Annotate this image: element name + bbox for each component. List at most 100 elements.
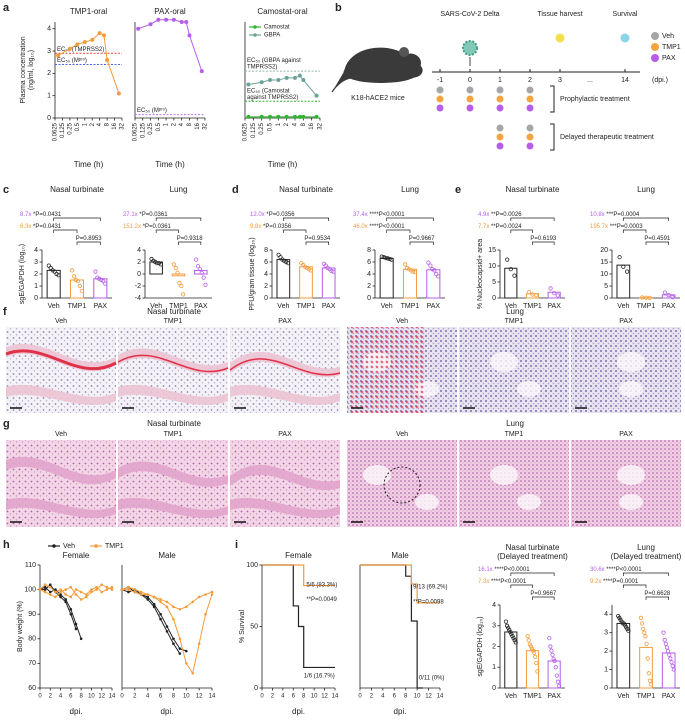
data-point bbox=[148, 22, 153, 27]
p-value: P=0.9667 bbox=[530, 591, 557, 597]
image-label: Veh bbox=[396, 318, 408, 325]
x-tick-label: Veh bbox=[617, 303, 629, 310]
chart-title: Nasal turbinate bbox=[279, 185, 333, 194]
x-tick-label: 4 bbox=[59, 694, 63, 700]
data-point bbox=[525, 634, 530, 639]
data-point bbox=[173, 265, 178, 271]
data-point bbox=[178, 647, 182, 650]
x-tick-label: 4 bbox=[146, 694, 150, 700]
bar bbox=[661, 294, 676, 299]
chart-title: Lung bbox=[637, 185, 655, 194]
x-tick-label: 0.25 bbox=[259, 122, 265, 134]
data-point bbox=[84, 595, 88, 599]
data-point bbox=[179, 20, 184, 24]
comparison-bracket bbox=[178, 241, 202, 245]
data-point bbox=[670, 663, 675, 668]
data-point bbox=[666, 293, 671, 298]
comparison-text: P=0.9534 bbox=[304, 236, 331, 242]
airspace bbox=[517, 494, 541, 510]
x-tick-label: 0 bbox=[120, 694, 124, 700]
data-point bbox=[172, 642, 175, 646]
p-value: *P=0.0361 bbox=[143, 224, 172, 230]
data-point bbox=[553, 665, 558, 670]
x-tick-label: 6 bbox=[69, 694, 73, 700]
data-point bbox=[670, 295, 675, 300]
y-tick-label: 15 bbox=[488, 247, 496, 254]
data-point bbox=[110, 585, 114, 589]
x-tick-label: PAX bbox=[194, 303, 208, 310]
survival-line bbox=[262, 564, 335, 587]
x-tick-label: 0.5 bbox=[268, 122, 274, 131]
data-point bbox=[191, 671, 195, 675]
y-tick-label: 70 bbox=[28, 660, 36, 667]
data-point bbox=[389, 257, 394, 262]
data-point bbox=[154, 261, 160, 266]
data-point bbox=[59, 593, 62, 596]
data-point bbox=[165, 630, 169, 633]
data-point bbox=[552, 658, 557, 664]
data-point bbox=[664, 645, 670, 650]
data-point bbox=[621, 264, 626, 269]
data-point bbox=[508, 267, 513, 272]
y-tick-label: 6 bbox=[367, 259, 371, 266]
data-point bbox=[64, 600, 68, 604]
dose-dot bbox=[466, 86, 474, 94]
data-point bbox=[105, 57, 110, 62]
data-point bbox=[133, 590, 137, 594]
data-point bbox=[93, 269, 98, 274]
x-tick-label: 1 bbox=[276, 122, 282, 126]
reference-label: against TMPRSS2) bbox=[247, 95, 298, 101]
dose-dot bbox=[436, 86, 444, 94]
data-point bbox=[548, 644, 553, 649]
data-line bbox=[121, 586, 181, 654]
comparison-bracket bbox=[510, 572, 555, 576]
data-point bbox=[184, 605, 188, 609]
dose-dot bbox=[526, 142, 534, 150]
annotation: **P=0.0098 bbox=[413, 599, 444, 605]
x-tick-label: 12 bbox=[321, 694, 328, 700]
legend-swatch bbox=[253, 25, 257, 29]
comparison-text: P=0.9667 bbox=[530, 591, 557, 597]
data-point bbox=[644, 641, 649, 646]
p-value: ****P<0.0001 bbox=[491, 579, 527, 585]
y-tick-label: 4 bbox=[264, 271, 268, 278]
p-value: P=0.9534 bbox=[304, 236, 331, 242]
comparison-bracket bbox=[282, 229, 307, 233]
chart-title: Male bbox=[158, 551, 176, 560]
y-tick-label: 0 bbox=[34, 295, 38, 302]
x-tick-label: 16 bbox=[112, 122, 118, 129]
x-tick-label: 12 bbox=[425, 694, 432, 700]
x-tick-label: PAX bbox=[662, 303, 676, 310]
fold-change: 8.7x bbox=[20, 212, 31, 218]
data-point bbox=[556, 683, 562, 689]
data-point bbox=[641, 626, 646, 632]
mouse-icon bbox=[331, 47, 423, 93]
data-point bbox=[505, 257, 510, 262]
y-axis-label: % Nucleocapsid+ area bbox=[477, 239, 484, 309]
data-point bbox=[663, 641, 668, 646]
data-point bbox=[184, 20, 189, 24]
bar bbox=[525, 293, 540, 299]
data-point bbox=[551, 656, 556, 662]
comparison-text: P=0.9318 bbox=[177, 236, 204, 242]
data-point bbox=[428, 263, 433, 268]
x-tick-label: 4 bbox=[293, 122, 299, 126]
image-label: PAX bbox=[619, 318, 633, 325]
fold-change: 27.1x bbox=[123, 212, 138, 218]
data-point bbox=[268, 78, 272, 83]
data-point bbox=[77, 283, 83, 289]
data-point bbox=[555, 679, 561, 684]
y-tick-label: 4 bbox=[492, 602, 496, 609]
bar bbox=[525, 650, 540, 689]
data-point bbox=[184, 662, 188, 665]
data-point bbox=[506, 625, 511, 630]
data-point bbox=[56, 273, 61, 278]
data-point bbox=[194, 257, 199, 262]
legend-label: TMP1 bbox=[105, 543, 124, 550]
y-tick-label: -2 bbox=[135, 283, 141, 290]
data-point bbox=[530, 292, 535, 297]
data-point bbox=[146, 593, 150, 596]
data-point bbox=[297, 114, 302, 119]
data-point bbox=[177, 280, 182, 286]
legend-label: GBPA bbox=[264, 33, 280, 39]
